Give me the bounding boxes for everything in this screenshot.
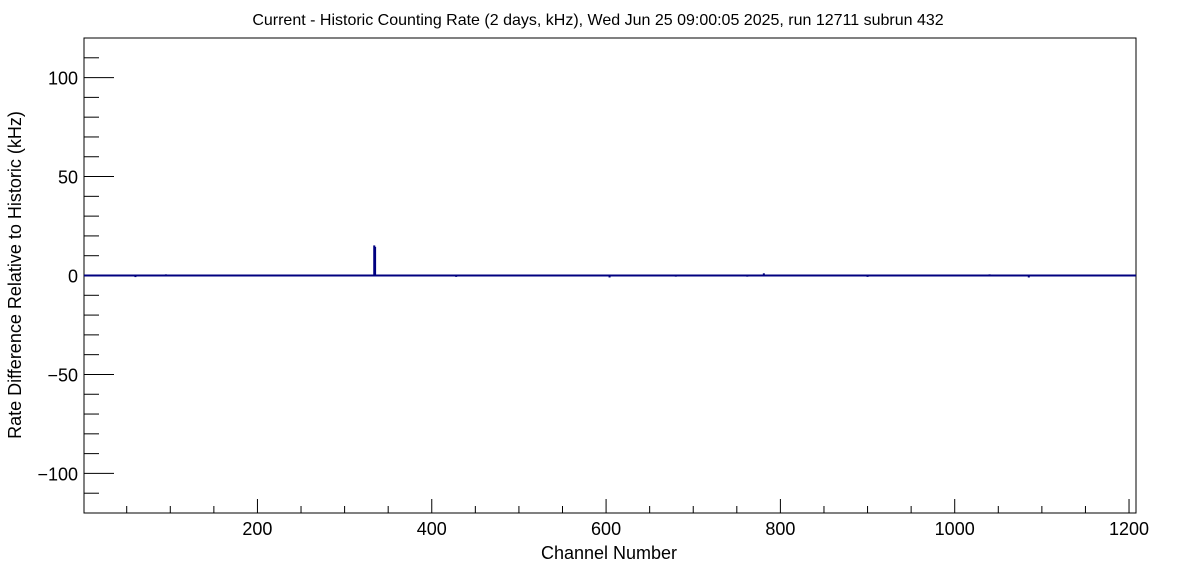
x-tick-label: 600 [591, 519, 621, 539]
y-tick-label: 0 [68, 267, 78, 287]
x-tick-label: 800 [765, 519, 795, 539]
axis-ticks [84, 57, 1130, 513]
x-tick-label: 200 [242, 519, 272, 539]
tick-labels: −100 −50 0 50 100 200 400 600 800 1000 1200 [37, 69, 1149, 539]
y-tick-label: −100 [37, 464, 78, 484]
y-axis-label: Rate Difference Relative to Historic (kH… [5, 111, 25, 439]
x-tick-label: 1000 [935, 519, 975, 539]
x-tick-label: 400 [417, 519, 447, 539]
x-tick-label: 1200 [1109, 519, 1149, 539]
y-tick-label: 50 [58, 168, 78, 188]
y-tick-label: 100 [48, 69, 78, 89]
data-series [84, 245, 1136, 278]
x-axis-label: Channel Number [541, 543, 677, 563]
y-tick-label: −50 [47, 365, 78, 385]
chart-title: Current - Historic Counting Rate (2 days… [252, 12, 943, 29]
